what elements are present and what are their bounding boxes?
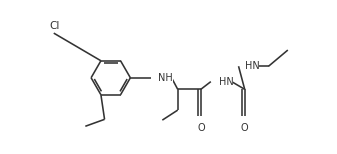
Text: O: O <box>241 123 248 133</box>
Text: HN: HN <box>245 61 259 71</box>
Text: HN: HN <box>218 77 233 87</box>
Text: O: O <box>197 123 205 133</box>
Text: NH: NH <box>158 73 173 83</box>
Text: Cl: Cl <box>49 21 60 31</box>
